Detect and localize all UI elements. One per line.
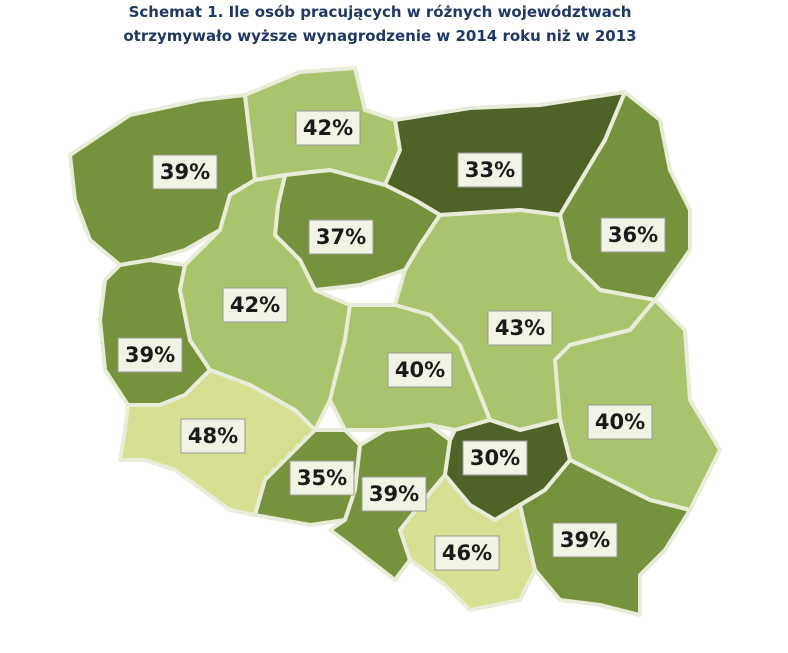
value-label: 46% bbox=[442, 541, 492, 565]
label-box bbox=[457, 152, 523, 188]
label-box bbox=[361, 476, 427, 512]
value-label: 37% bbox=[316, 225, 366, 249]
value-label: 39% bbox=[125, 343, 175, 367]
value-label: 39% bbox=[369, 482, 419, 506]
label-box bbox=[487, 310, 553, 346]
value-label: 36% bbox=[608, 223, 658, 247]
label-box bbox=[462, 440, 528, 476]
label-box bbox=[552, 522, 618, 558]
value-label: 33% bbox=[465, 158, 515, 182]
label-box bbox=[180, 418, 246, 454]
title-line: Schemat 1. Ile osób pracujących w różnyc… bbox=[129, 3, 632, 21]
value-label: 42% bbox=[303, 116, 353, 140]
label-box bbox=[600, 217, 666, 253]
value-label: 39% bbox=[560, 528, 610, 552]
title-line: otrzymywało wyższe wynagrodzenie w 2014 … bbox=[123, 27, 636, 45]
value-label: 42% bbox=[230, 293, 280, 317]
label-box bbox=[222, 287, 288, 323]
value-label: 40% bbox=[595, 410, 645, 434]
label-box bbox=[387, 352, 453, 388]
label-box bbox=[308, 219, 374, 255]
label-box bbox=[434, 535, 500, 571]
label-box bbox=[295, 110, 361, 146]
labels: 39% 42% 33% 36% 37% 39% 42% 43% 40% 40% 48% 35% 39% 3… bbox=[117, 110, 666, 571]
label-box bbox=[152, 154, 218, 190]
label-box bbox=[587, 404, 653, 440]
value-label: 40% bbox=[395, 358, 445, 382]
value-label: 39% bbox=[160, 160, 210, 184]
value-label: 43% bbox=[495, 316, 545, 340]
label-box bbox=[117, 337, 183, 373]
value-label: 30% bbox=[470, 446, 520, 470]
value-label: 35% bbox=[297, 466, 347, 490]
label-box bbox=[289, 460, 355, 496]
value-label: 48% bbox=[188, 424, 238, 448]
